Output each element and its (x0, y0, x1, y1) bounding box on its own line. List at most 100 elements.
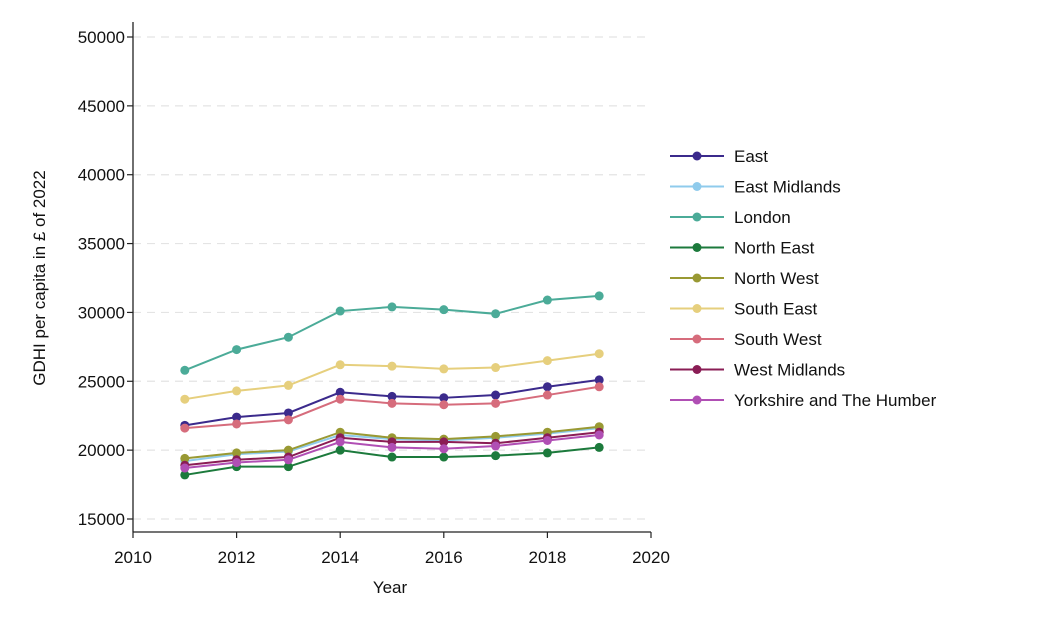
data-point (232, 412, 242, 422)
data-point (439, 437, 449, 447)
x-tick-label: 2018 (528, 548, 566, 567)
data-point (232, 419, 242, 429)
data-point (387, 452, 397, 462)
data-point (283, 332, 293, 342)
data-point (232, 448, 242, 458)
legend-label: East (734, 147, 768, 166)
data-point (439, 452, 449, 462)
data-point (283, 408, 293, 418)
axes (132, 22, 651, 533)
data-point (387, 302, 397, 312)
series-group (180, 291, 604, 480)
data-point (387, 391, 397, 401)
legend-swatch-marker (692, 365, 702, 374)
data-point (491, 431, 501, 441)
y-tick-label: 35000 (78, 235, 125, 254)
y-tick-label: 50000 (78, 28, 125, 47)
data-point (232, 345, 242, 355)
x-tick-label: 2014 (321, 548, 359, 567)
data-point (335, 394, 345, 404)
legend-label: South West (734, 330, 822, 349)
data-point (542, 295, 552, 305)
data-point (491, 390, 501, 400)
data-point (594, 382, 604, 392)
legend-label: North West (734, 269, 819, 288)
legend-label: Yorkshire and The Humber (734, 391, 937, 410)
data-point (439, 305, 449, 315)
y-tick-label: 30000 (78, 303, 125, 322)
y-tick-label: 25000 (78, 372, 125, 391)
data-point (594, 430, 604, 440)
data-point (594, 442, 604, 452)
data-point (491, 309, 501, 319)
data-point (283, 455, 293, 465)
legend-swatch-marker (692, 273, 702, 283)
y-tick-label: 40000 (78, 166, 125, 185)
series-london (180, 291, 604, 375)
legend-label: North East (734, 239, 815, 258)
data-point (232, 458, 242, 468)
legend-item: North East (670, 239, 815, 258)
data-point (491, 441, 501, 451)
x-tick-label: 2010 (114, 548, 152, 567)
series-east (180, 375, 604, 430)
series-south-east (180, 349, 604, 404)
data-point (335, 360, 345, 370)
x-axis-ticks: 2010 2012 2014 2016 2018 2020 (114, 532, 670, 567)
legend-swatch-marker (692, 334, 702, 344)
data-point (542, 356, 552, 366)
legend-item: East Midlands (670, 178, 841, 197)
data-point (180, 365, 190, 375)
legend-item: West Midlands (670, 361, 845, 380)
legend-item: South West (670, 330, 822, 349)
y-tick-label: 45000 (78, 97, 125, 116)
series-yorkshire-and-the-humber (180, 430, 604, 473)
data-point (439, 444, 449, 454)
x-axis-title: Year (373, 578, 408, 597)
data-point (180, 470, 190, 480)
y-tick-label: 20000 (78, 441, 125, 460)
data-point (439, 393, 449, 403)
y-tick-label: 15000 (78, 510, 125, 529)
data-point (491, 363, 501, 373)
data-point (542, 390, 552, 400)
legend: East East Midlands London North East North W… (670, 147, 937, 410)
legend-label: London (734, 208, 791, 227)
series-south-west (180, 382, 604, 433)
data-point (283, 462, 293, 472)
legend-swatch-marker (692, 395, 702, 405)
data-point (594, 349, 604, 359)
data-point (491, 398, 501, 408)
x-tick-label: 2016 (425, 548, 463, 567)
legend-label: East Midlands (734, 178, 841, 197)
legend-item: East (670, 147, 768, 166)
data-point (387, 398, 397, 408)
data-point (335, 306, 345, 316)
data-point (594, 375, 604, 385)
data-point (387, 442, 397, 452)
legend-swatch-marker (692, 304, 702, 313)
data-point (283, 380, 293, 390)
legend-swatch-marker (692, 212, 702, 222)
y-axis-title: GDHI per capita in £ of 2022 (30, 170, 49, 385)
data-point (180, 463, 190, 473)
x-tick-label: 2012 (218, 548, 256, 567)
legend-label: South East (734, 300, 817, 319)
data-point (232, 386, 242, 396)
data-point (387, 361, 397, 371)
x-tick-label: 2020 (632, 548, 670, 567)
data-point (283, 445, 293, 455)
legend-label: West Midlands (734, 361, 845, 380)
legend-item: North West (670, 269, 819, 288)
data-point (542, 436, 552, 446)
data-point (180, 423, 190, 433)
legend-item: Yorkshire and The Humber (670, 391, 937, 410)
legend-swatch-marker (692, 182, 702, 191)
legend-item: South East (670, 300, 817, 319)
data-point (335, 437, 345, 447)
data-point (542, 382, 552, 392)
data-point (180, 394, 190, 404)
data-point (335, 387, 345, 397)
data-point (335, 445, 345, 455)
